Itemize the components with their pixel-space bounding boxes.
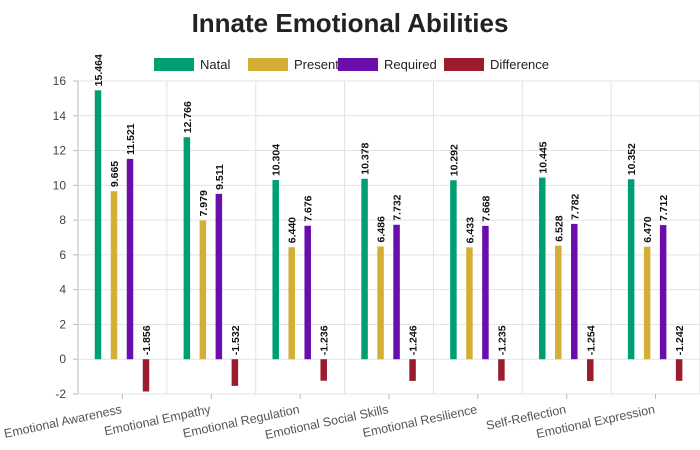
bar [304,225,311,360]
data-label: 6.433 [464,217,476,243]
legend-swatch [154,58,194,71]
bar [409,359,416,381]
data-label: 7.668 [480,195,492,221]
data-label: 9.665 [109,161,121,187]
bar [393,224,400,360]
data-label: -1.254 [585,325,597,355]
bar [482,225,489,360]
bar [215,193,223,360]
bar [675,359,683,381]
y-tick-label: 10 [53,178,67,192]
legend-swatch [248,58,288,71]
bar [377,246,384,360]
bar [539,177,546,360]
bar [571,223,578,360]
data-label: 10.378 [360,142,372,174]
bars [94,90,683,392]
legend-label: Required [384,57,437,72]
data-label: 7.712 [658,195,670,221]
bar [643,246,651,360]
data-label: -1.532 [230,325,242,355]
legend: Natal Present Required Difference [154,57,549,72]
data-label: -1.236 [319,325,331,355]
bar [555,245,562,360]
legend-label: Difference [490,57,549,72]
data-label: 15.464 [93,54,105,86]
gridlines [77,80,700,395]
data-label: 10.304 [271,144,283,176]
y-tick-label: 16 [53,74,67,88]
data-label: 10.292 [448,144,460,176]
bar [450,180,457,360]
bar [142,359,150,392]
bar [320,359,327,381]
data-label: -1.856 [141,325,153,355]
data-label: 7.782 [569,193,581,219]
y-tick-label: 14 [53,109,67,123]
data-label: 7.676 [303,195,315,221]
data-label: -1.235 [496,325,508,355]
y-tick-label: 8 [59,213,66,227]
legend-swatch [444,58,484,71]
data-label: 11.521 [125,123,137,155]
bar [231,359,239,386]
y-tick-label: 12 [53,144,67,158]
y-tick-label: -2 [55,387,66,401]
legend-swatch [338,58,378,71]
data-label: 6.528 [553,215,565,241]
bar [126,158,134,360]
data-label: 10.352 [626,143,638,175]
bar [659,225,667,360]
y-axis: -2 0 2 4 6 8 10 12 14 16 [53,74,79,401]
y-tick-label: 2 [59,317,66,331]
bar [587,359,594,382]
y-tick-label: 4 [59,283,66,297]
bar [466,247,473,360]
data-label: 7.979 [198,190,210,216]
bar [110,191,118,360]
data-label: -1.242 [674,325,686,355]
bar [94,90,102,360]
data-label: 6.486 [376,216,388,242]
bar [183,137,191,360]
bar [361,178,368,360]
data-label: 6.470 [642,216,654,242]
bar [627,179,635,360]
data-label: 12.766 [182,101,194,133]
bar [288,247,295,360]
legend-label: Natal [200,57,230,72]
data-label: -1.246 [408,325,420,355]
data-label: 9.511 [214,164,226,190]
chart-title: Innate Emotional Abilities [192,8,509,38]
bar [199,220,207,360]
bar [498,359,505,381]
data-labels: 15.464 9.665 11.521 -1.856 12.766 7.979 9.511 -… [93,54,686,355]
bar [272,180,279,360]
y-tick-label: 6 [59,248,66,262]
data-label: 7.732 [392,194,404,220]
data-label: 10.445 [537,141,549,173]
y-tick-label: 0 [59,352,66,366]
legend-label: Present [294,57,339,72]
data-label: 6.440 [287,217,299,243]
